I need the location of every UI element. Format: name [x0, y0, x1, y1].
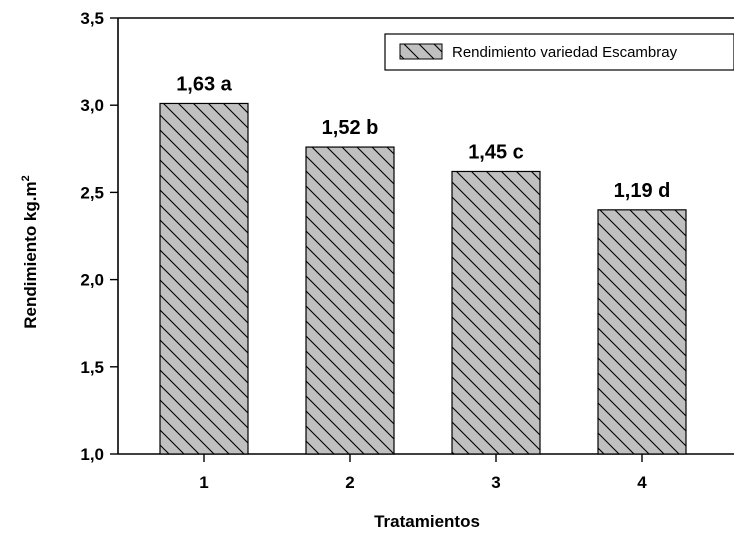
bars [159, 102, 687, 455]
x-tick-label: 2 [345, 473, 354, 492]
y-tick-label: 1,0 [80, 445, 104, 464]
data-label: 1,45 c [468, 141, 524, 163]
bar [597, 209, 687, 455]
y-tick-label: 2,0 [80, 271, 104, 290]
y-axis-title-superscript: 2 [20, 175, 32, 181]
y-axis-title-main: Rendimiento kg.m [21, 181, 40, 328]
bar [305, 146, 395, 455]
data-labels: 1,63 a 1,52 b 1,45 c 1,19 d [176, 73, 670, 201]
legend-swatch [399, 43, 443, 60]
x-axis-title: Tratamientos [374, 512, 480, 531]
y-tick-label: 3,0 [80, 96, 104, 115]
y-tick-label: 3,5 [80, 9, 104, 28]
legend-label: Rendimiento variedad Escambray [452, 44, 678, 61]
y-axis-title-group: Rendimiento kg.m2 [20, 175, 40, 328]
x-tick-label: 4 [637, 473, 647, 492]
y-tick-label: 2,5 [80, 183, 104, 202]
bar [451, 170, 541, 455]
x-axis-ticks: 1 2 3 4 [199, 454, 647, 492]
x-tick-label: 3 [491, 473, 500, 492]
legend: Rendimiento variedad Escambray [384, 33, 734, 71]
data-label: 1,63 a [176, 73, 232, 95]
data-label: 1,52 b [322, 117, 379, 139]
legend-box [384, 33, 734, 71]
data-label: 1,19 d [614, 180, 671, 202]
x-tick-label: 1 [199, 473, 208, 492]
y-tick-label: 1,5 [80, 358, 104, 377]
y-axis-title: Rendimiento kg.m2 [20, 175, 40, 328]
y-axis-ticks: 1,0 1,5 2,0 2,5 3,0 3,5 [80, 9, 118, 464]
bar [159, 102, 249, 455]
